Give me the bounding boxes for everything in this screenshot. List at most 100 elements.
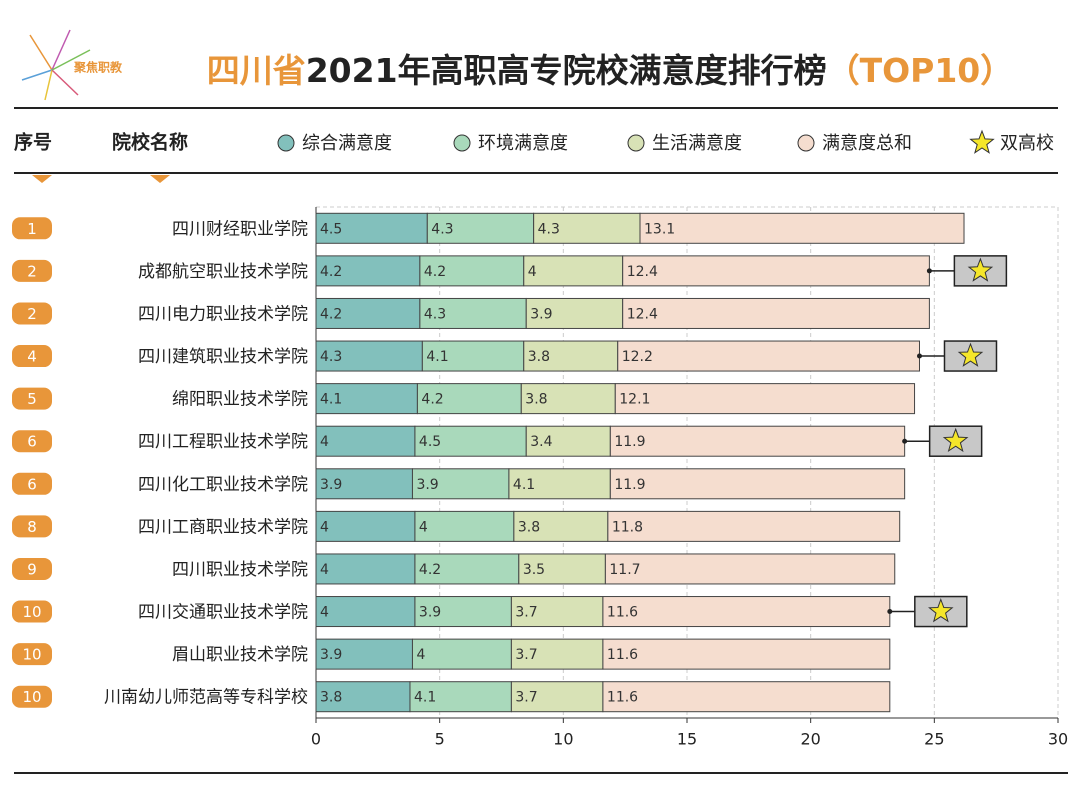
bar-segment [604, 553, 896, 585]
bar-segment [315, 425, 416, 457]
value-label: 4.1 [513, 477, 535, 493]
legend-marker [453, 134, 471, 152]
value-label: 4 [320, 519, 329, 535]
title-part: （TOP10） [827, 51, 1014, 90]
legend-marker [277, 134, 295, 152]
value-label: 3.8 [320, 690, 342, 706]
bar-segment [508, 468, 611, 500]
name-header: 院校名称 [112, 131, 188, 154]
x-tick-label: 10 [553, 730, 573, 749]
y-tick-label: 绵阳职业技术学院 [172, 390, 308, 410]
value-label: 3.7 [515, 647, 537, 663]
value-label: 4 [528, 264, 537, 280]
value-label: 3.8 [518, 519, 540, 535]
value-label: 12.2 [622, 349, 653, 365]
bar-segment [523, 340, 619, 372]
y-tick-label: 四川化工职业技术学院 [138, 475, 308, 495]
value-label: 4.2 [419, 562, 441, 578]
rank-label: 10 [22, 603, 41, 621]
bar-segment [602, 596, 891, 628]
value-label: 4.2 [320, 264, 342, 280]
bar-segment [414, 425, 527, 457]
value-label: 3.9 [320, 477, 342, 493]
bar-segment [315, 255, 421, 287]
rank-label: 1 [27, 220, 37, 238]
bar-segment [315, 681, 411, 713]
rank-badge [12, 387, 52, 410]
legend-label: 综合满意度 [302, 133, 392, 154]
rank-label: 8 [27, 518, 37, 536]
value-label: 12.4 [627, 306, 658, 322]
value-label: 4.1 [320, 392, 342, 408]
y-tick-label: 四川工商职业技术学院 [138, 517, 308, 537]
bar-segment [315, 596, 416, 628]
bar-segment [411, 638, 512, 670]
star [928, 598, 954, 623]
value-label: 3.5 [523, 562, 545, 578]
bar-segment [315, 553, 416, 585]
title-part: 四川省 [207, 51, 306, 90]
value-label: 4.3 [538, 221, 560, 237]
bar-segment [419, 297, 527, 329]
value-label: 3.8 [528, 349, 550, 365]
rank-label: 6 [27, 433, 37, 451]
rank-badge [12, 302, 52, 325]
header-marker [32, 175, 52, 183]
value-label: 4.3 [431, 221, 453, 237]
value-label: 11.9 [614, 477, 645, 493]
rank-label: 9 [27, 560, 37, 578]
legend-marker [797, 134, 815, 152]
rank-label: 2 [27, 262, 37, 280]
bar-segment [523, 255, 624, 287]
bar-segment [518, 553, 606, 585]
x-tick-label: 15 [677, 730, 697, 749]
bar-segment [315, 212, 428, 244]
value-label: 12.4 [627, 264, 658, 280]
rank-header: 序号 [14, 131, 52, 154]
value-label: 11.9 [614, 434, 645, 450]
bar-segment [315, 468, 413, 500]
value-label: 4.2 [424, 264, 446, 280]
y-tick-label: 川南幼儿师范高等专科学校 [104, 688, 308, 708]
bar-segment [617, 340, 920, 372]
value-label: 4.3 [424, 306, 446, 322]
bar-segment [622, 255, 930, 287]
value-label: 4 [320, 562, 329, 578]
legend-marker [627, 134, 645, 152]
value-label: 11.7 [609, 562, 640, 578]
value-label: 13.1 [644, 221, 675, 237]
header-marker [150, 175, 170, 183]
value-label: 3.9 [416, 477, 438, 493]
bar-segment [513, 510, 609, 542]
bar-segment [416, 383, 522, 415]
y-tick-label: 成都航空职业技术学院 [138, 262, 308, 282]
bar-segment [510, 596, 604, 628]
rank-badge [12, 557, 52, 580]
bar-segment [421, 340, 525, 372]
value-label: 4 [416, 647, 425, 663]
value-label: 4.2 [421, 392, 443, 408]
rank-badge [12, 472, 52, 495]
x-tick-label: 25 [924, 730, 944, 749]
value-label: 11.8 [612, 519, 643, 535]
y-tick-label: 四川电力职业技术学院 [138, 304, 308, 324]
y-tick-label: 四川交通职业技术学院 [138, 603, 308, 623]
value-label: 4.1 [426, 349, 448, 365]
rank-badge [12, 515, 52, 538]
bar-segment [510, 638, 604, 670]
bar-segment [510, 681, 604, 713]
x-tick-label: 5 [435, 730, 445, 749]
rank-label: 4 [27, 348, 37, 366]
logo-text: 聚焦职教 [73, 60, 123, 75]
bar-segment [414, 510, 515, 542]
rank-badge [12, 345, 52, 368]
bar-segment [315, 340, 423, 372]
star [967, 257, 994, 282]
star [957, 342, 984, 367]
value-label: 4.1 [414, 690, 436, 706]
y-tick-label: 四川财经职业学院 [172, 219, 308, 239]
value-label: 3.7 [515, 690, 537, 706]
star [942, 427, 969, 453]
y-tick-label: 四川职业技术学院 [172, 560, 308, 580]
